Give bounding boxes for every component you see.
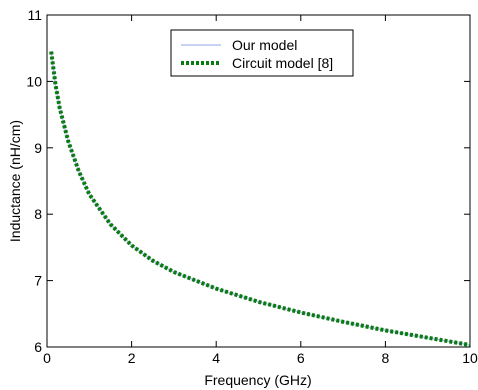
- y-tick-label: 11: [27, 7, 42, 23]
- y-tick-label: 10: [26, 73, 42, 89]
- y-tick-label: 6: [34, 339, 42, 355]
- x-axis-label: Frequency (GHz): [204, 372, 311, 388]
- series-line-1: [49, 51, 471, 347]
- x-tick-label: 6: [297, 350, 305, 366]
- y-axis-label: Inductance (nH/cm): [7, 120, 23, 242]
- x-tick-label: 10: [462, 350, 478, 366]
- x-tick-labels: 0 2 4 6 8 10: [43, 350, 478, 366]
- x-tick-label: 2: [128, 350, 136, 366]
- legend-box: [170, 29, 354, 77]
- y-tick-label: 9: [34, 140, 42, 156]
- y-tick-labels: 6 7 8 9 10 11: [26, 7, 42, 355]
- axis-ticks: [46, 14, 471, 348]
- x-tick-label: 4: [212, 350, 220, 366]
- y-tick-label: 8: [34, 206, 42, 222]
- legend-label-circuit-model: Circuit model [8]: [232, 55, 333, 71]
- x-tick-label: 8: [382, 350, 390, 366]
- y-tick-label: 7: [34, 273, 42, 289]
- legend: Our model Circuit model [8]: [170, 29, 354, 77]
- x-tick-label: 0: [43, 350, 51, 366]
- series-lines: [49, 51, 471, 347]
- legend-label-our-model: Our model: [232, 37, 297, 53]
